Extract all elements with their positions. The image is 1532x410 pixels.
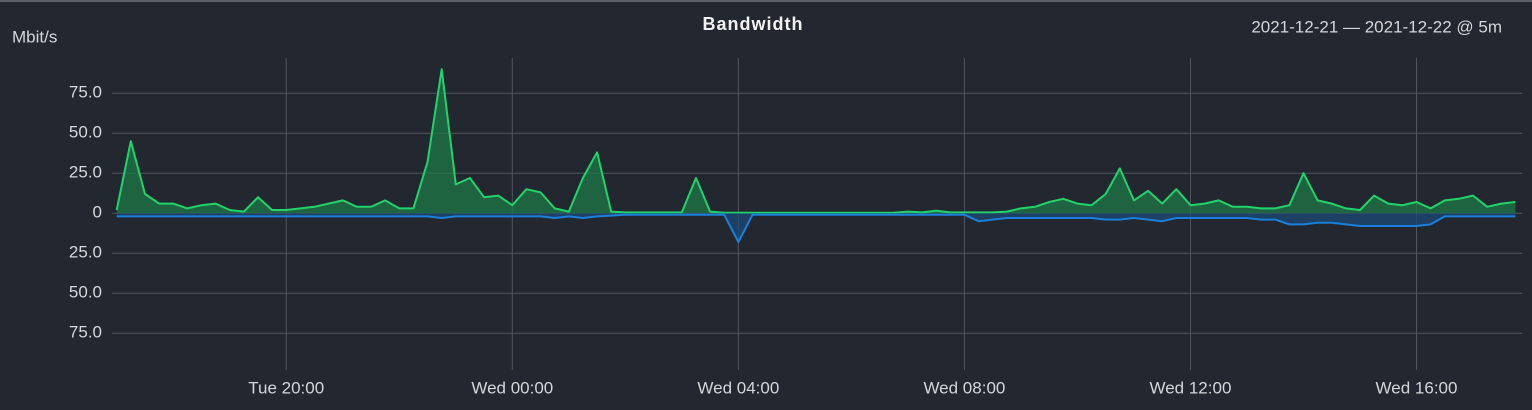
y-tick-label: 0 xyxy=(93,203,102,222)
x-tick-label: Tue 20:00 xyxy=(248,378,324,397)
y-tick-label: 50.0 xyxy=(69,123,102,142)
x-tick-label: Wed 00:00 xyxy=(471,378,553,397)
x-tick-label: Wed 08:00 xyxy=(923,378,1005,397)
plot-area xyxy=(115,68,1516,243)
y-tick-label: 75.0 xyxy=(69,323,102,342)
y-tick-label: 75.0 xyxy=(69,83,102,102)
y-axis-label: Mbit/s xyxy=(12,27,57,46)
chart-subtitle: 2021-12-21 — 2021-12-22 @ 5m xyxy=(1251,17,1502,36)
y-tick-label: 25.0 xyxy=(69,243,102,262)
x-tick-label: Wed 04:00 xyxy=(697,378,779,397)
y-tick-label: 50.0 xyxy=(69,283,102,302)
chart-title: Bandwidth xyxy=(703,14,804,34)
x-tick-label: Wed 16:00 xyxy=(1376,378,1458,397)
series-line xyxy=(115,68,1516,214)
y-tick-label: 25.0 xyxy=(69,163,102,182)
axis-labels: 75.0 50.0 25.0 0 25.0 50.0 75.0 Tue 20:00 Wed 00… xyxy=(69,83,1458,398)
series-line xyxy=(116,213,1516,243)
x-tick-label: Wed 12:00 xyxy=(1149,378,1231,397)
